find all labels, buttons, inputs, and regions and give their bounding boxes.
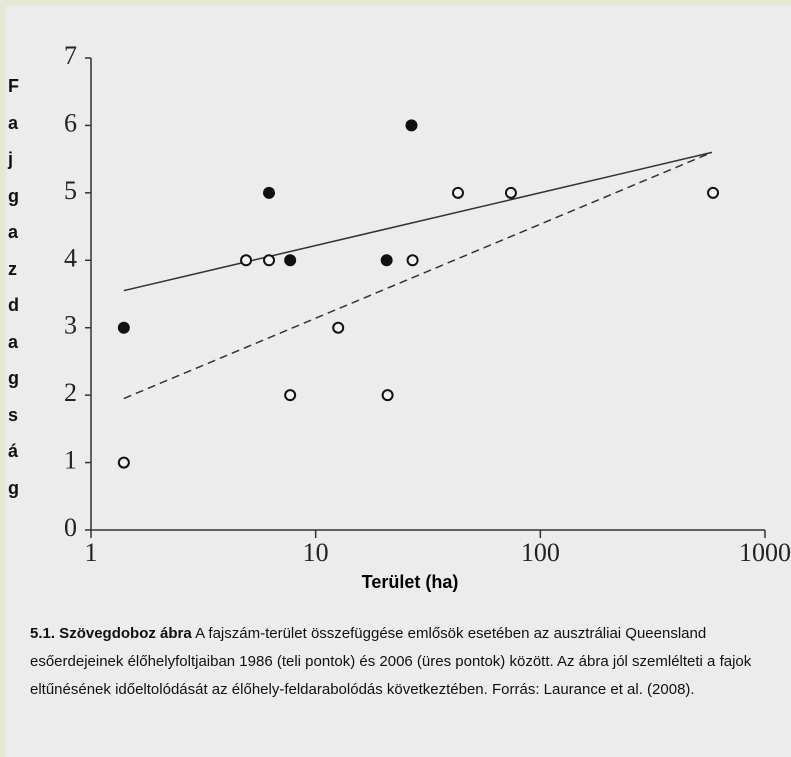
x-axis-label: Terület (ha) [362,572,459,592]
y-tick-label: 3 [64,311,77,340]
y-tick-label: 2 [64,378,77,407]
point [405,119,418,132]
caption: 5.1. Szövegdoboz ábra A fajszám-terület … [30,620,775,704]
x-tick-label: 1 [85,538,98,567]
point [263,254,276,267]
point [381,389,394,402]
point [117,321,130,334]
caption-label: 5.1. Szövegdoboz ábra [30,625,192,642]
y-tick-label: 7 [64,41,77,70]
x-tick-label: 100 [521,538,560,567]
point [451,186,464,199]
point [284,254,297,267]
y-tick-label: 0 [64,513,77,542]
point [117,456,130,469]
figure-panel [6,6,791,757]
trend-line [123,151,713,292]
x-tick-label: 1000 [739,538,791,567]
y-tick-label: 1 [64,446,77,475]
point [240,254,253,267]
point [707,186,720,199]
point [380,254,393,267]
caption-text: A fajszám-terület összefüggése emlősök e… [30,625,752,698]
y-tick-label: 5 [64,176,77,205]
x-tick-label: 10 [303,538,329,567]
y-axis-label: Fajgazdagság [8,76,19,498]
point [504,186,517,199]
point [406,254,419,267]
trend-line [123,151,713,400]
point [284,389,297,402]
point [263,186,276,199]
point [332,321,345,334]
y-tick-label: 6 [64,108,77,137]
y-tick-label: 4 [64,243,77,272]
